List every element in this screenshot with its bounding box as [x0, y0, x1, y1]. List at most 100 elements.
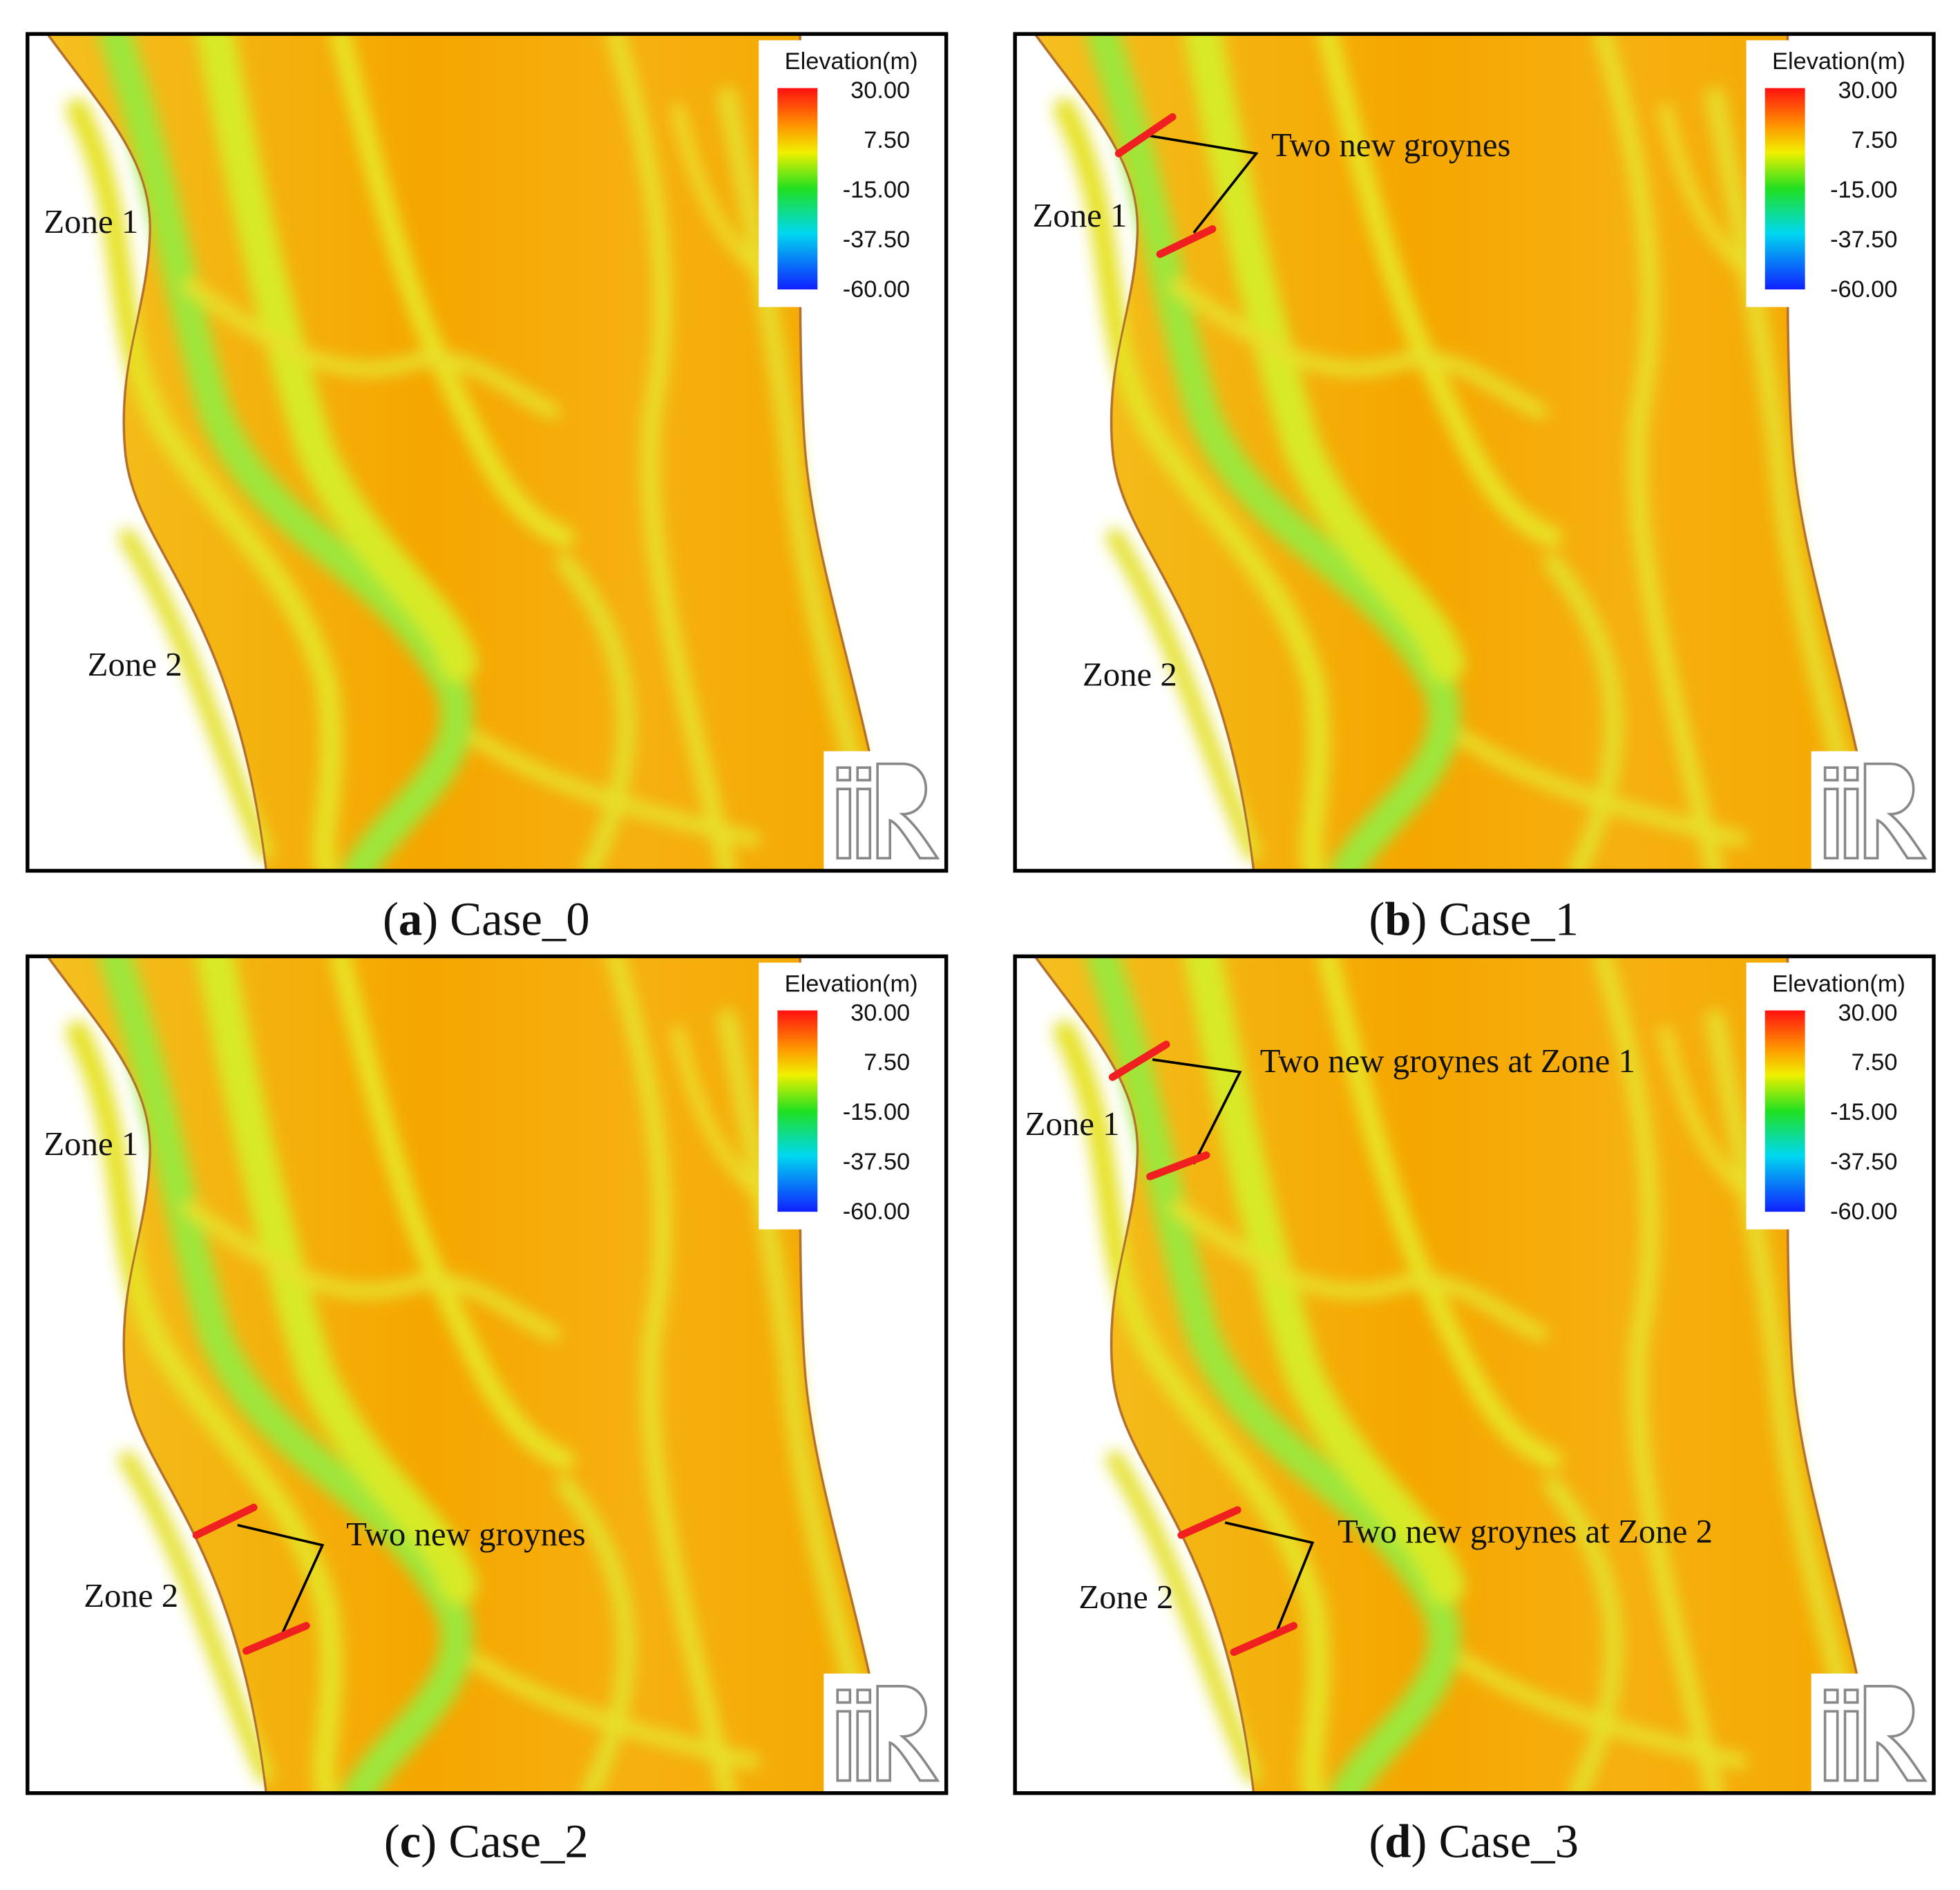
legend-label: -15.00	[1830, 1099, 1897, 1125]
channel	[606, 956, 736, 1793]
groyne	[1177, 1506, 1241, 1539]
colorbar	[777, 1010, 818, 1212]
legend-label: -15.00	[1830, 177, 1897, 203]
legend-label: -60.00	[843, 276, 910, 303]
channel	[1086, 956, 1461, 1793]
colorbar	[777, 88, 818, 289]
legend-title: Elevation(m)	[1772, 971, 1905, 997]
legend-title: Elevation(m)	[1772, 48, 1905, 75]
channel	[66, 98, 343, 871]
zone-label: Zone 1	[44, 202, 138, 240]
river-outline	[1034, 956, 1878, 1793]
channel	[118, 528, 274, 861]
channels	[66, 956, 888, 1793]
channel	[182, 278, 560, 419]
zone-label: Zone 2	[84, 1576, 178, 1614]
zone-label: Zone 1	[1025, 1105, 1120, 1143]
channel	[1704, 86, 1875, 871]
channel	[717, 86, 888, 871]
legend-label: 30.00	[1838, 77, 1898, 104]
legend-label: 7.50	[864, 127, 910, 153]
channel	[1170, 278, 1548, 419]
legend-label: 30.00	[850, 1000, 910, 1026]
colorbar	[1764, 1010, 1805, 1212]
panel-frame	[26, 954, 949, 1795]
panel-frame	[1013, 32, 1936, 873]
channel	[330, 34, 575, 548]
legend-label: 30.00	[1838, 1000, 1898, 1026]
channel	[556, 1476, 636, 1793]
groyne	[242, 1622, 310, 1655]
legend-title: Elevation(m)	[785, 971, 918, 997]
channel	[1593, 34, 1724, 871]
channel	[1170, 1200, 1548, 1342]
channel	[1054, 1020, 1330, 1793]
zone-label: Zone 1	[44, 1125, 138, 1163]
groyne	[1108, 1040, 1170, 1081]
caption-part: ) Case_1	[1411, 892, 1579, 945]
colorbar	[1764, 88, 1805, 289]
channel	[1317, 956, 1563, 1470]
channel	[98, 34, 473, 871]
caption-part: ) Case_0	[422, 892, 589, 945]
channel	[196, 34, 478, 682]
panel: Elevation(m)30.007.50-15.00-37.50-60.00Z…	[1013, 32, 1936, 945]
caption-part: ) Case_2	[421, 1815, 588, 1867]
groyne	[1114, 113, 1177, 158]
channel	[717, 1009, 888, 1793]
map: Elevation(m)30.007.50-15.00-37.50-60.00	[27, 956, 946, 1793]
channel	[1704, 1009, 1875, 1793]
legend-label: -37.50	[843, 227, 910, 253]
channel	[330, 956, 575, 1470]
legend-label: 7.50	[864, 1049, 910, 1076]
channel	[470, 731, 761, 847]
annotation: Two new groynes at Zone 2	[1338, 1512, 1713, 1550]
channel	[182, 1200, 560, 1342]
channel	[1593, 956, 1724, 1793]
annotation: Two new groynes	[346, 1515, 585, 1553]
legend-label: -60.00	[843, 1199, 910, 1225]
caption: (d) Case_3	[1369, 1815, 1579, 1867]
logo	[836, 1685, 940, 1782]
channel	[1543, 553, 1623, 871]
channel	[606, 34, 736, 871]
caption-part: d	[1385, 1815, 1411, 1867]
channels	[1054, 34, 1875, 871]
river-outline	[46, 956, 891, 1793]
logo	[1823, 1685, 1928, 1782]
panel: Elevation(m)30.007.50-15.00-37.50-60.00Z…	[26, 32, 949, 945]
channel	[98, 956, 473, 1793]
leader-line	[1152, 1058, 1242, 1165]
caption-part: (	[1369, 892, 1385, 945]
caption: (b) Case_1	[1369, 892, 1579, 945]
map: Elevation(m)30.007.50-15.00-37.50-60.00	[27, 34, 946, 871]
panel: Elevation(m)30.007.50-15.00-37.50-60.00Z…	[1013, 954, 1936, 1868]
caption: (c) Case_2	[384, 1815, 589, 1867]
panel-frame	[26, 32, 949, 873]
channel	[470, 1653, 761, 1770]
caption-part: b	[1385, 892, 1411, 945]
caption: (a) Case_0	[383, 892, 590, 945]
river-outline	[1034, 34, 1878, 871]
legend-label: -37.50	[1830, 1149, 1897, 1175]
channel	[1106, 528, 1262, 861]
groyne	[1156, 225, 1217, 258]
logo	[1823, 762, 1928, 860]
channel	[1106, 1451, 1262, 1784]
channel	[1457, 1653, 1748, 1770]
channel	[66, 1020, 343, 1793]
leader-line	[237, 1523, 325, 1636]
channel	[1457, 731, 1748, 847]
panel-frame	[1013, 954, 1936, 1795]
caption-part: (	[383, 892, 399, 945]
leader-line	[1150, 134, 1259, 234]
zone-label: Zone 2	[1083, 656, 1177, 694]
map: Elevation(m)30.007.50-15.00-37.50-60.00	[1015, 34, 1934, 871]
logo-box	[824, 1673, 946, 1793]
groyne	[192, 1503, 258, 1539]
caption-part: (	[1369, 1815, 1385, 1867]
panel: Elevation(m)30.007.50-15.00-37.50-60.00Z…	[26, 954, 949, 1868]
channel	[1183, 34, 1465, 682]
